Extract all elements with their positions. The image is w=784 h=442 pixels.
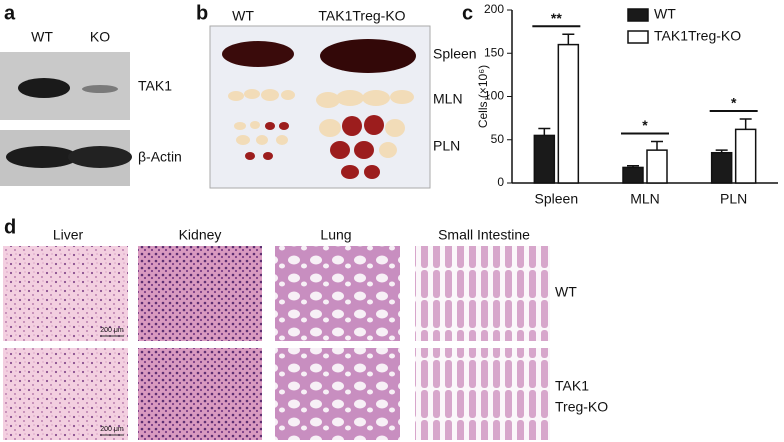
organ (320, 39, 416, 73)
y-tick-label: 200 (484, 2, 504, 16)
band (6, 146, 78, 168)
histology-image (275, 246, 400, 341)
row-label: WT (555, 284, 577, 300)
bar (533, 134, 556, 184)
scale-bar-label: 200 μm (100, 426, 124, 433)
y-tick-label: 0 (497, 175, 504, 189)
lymph-nodes (228, 89, 414, 158)
error-bar (651, 140, 663, 151)
band-label: TAK1 (138, 78, 172, 94)
bar (622, 166, 644, 184)
panel-letter: c (462, 2, 473, 24)
error-bar (715, 149, 728, 153)
row-label: MLN (433, 91, 463, 107)
bar-chart: 0 50 100 150 200 Cells (×10⁶) Spleen ** MLN * PLN *… (476, 2, 778, 207)
band (68, 146, 132, 168)
histology-image (3, 246, 128, 341)
row-label: PLN (433, 138, 460, 154)
significance-label: ** (551, 10, 562, 26)
column-label: Kidney (179, 227, 222, 243)
histology-image (138, 348, 262, 440)
column-label: Liver (53, 227, 84, 243)
bar (734, 128, 757, 184)
lane-label: KO (90, 29, 110, 45)
scale-bar-label: 200 μm (100, 327, 124, 334)
legend-swatch (627, 30, 649, 44)
legend-label: WT (654, 6, 676, 22)
error-bar (627, 164, 639, 168)
organ (222, 41, 294, 67)
band (18, 78, 70, 98)
panel-letter: d (4, 216, 16, 238)
bar (646, 149, 668, 184)
column-label: WT (232, 8, 254, 24)
significance-label: * (731, 95, 737, 111)
significance-label: * (642, 117, 648, 133)
lane-label: WT (31, 29, 53, 45)
y-axis-label: Cells (×10⁶) (476, 65, 490, 128)
error-bar (538, 127, 551, 136)
row-label: TAK1 (555, 378, 589, 394)
panel-letter: a (4, 2, 16, 24)
histology-image (138, 246, 262, 341)
x-tick-label: MLN (630, 191, 660, 207)
column-label: Small Intestine (438, 227, 530, 243)
error-bar (562, 33, 575, 45)
band-label: β-Actin (138, 149, 182, 165)
row-label: Spleen (433, 46, 477, 62)
histology-image (3, 348, 128, 440)
bar (710, 151, 733, 184)
error-bar (739, 118, 752, 130)
legend-swatch (627, 8, 649, 22)
y-tick-label: 100 (484, 89, 504, 103)
band (82, 85, 118, 93)
x-tick-label: PLN (720, 191, 747, 207)
row-label: Treg-KO (555, 399, 608, 415)
y-tick-label: 50 (491, 132, 505, 146)
column-label: TAK1Treg-KO (318, 8, 405, 24)
histology-image (275, 348, 400, 440)
lymph-nodes (245, 115, 384, 179)
y-tick-label: 150 (484, 45, 504, 59)
column-label: Lung (320, 227, 351, 243)
legend-label: TAK1Treg-KO (654, 28, 741, 44)
histology-image (415, 348, 550, 440)
x-tick-label: Spleen (535, 191, 579, 207)
histology-image (415, 246, 550, 341)
bar (557, 43, 580, 184)
panel-letter: b (196, 2, 208, 24)
